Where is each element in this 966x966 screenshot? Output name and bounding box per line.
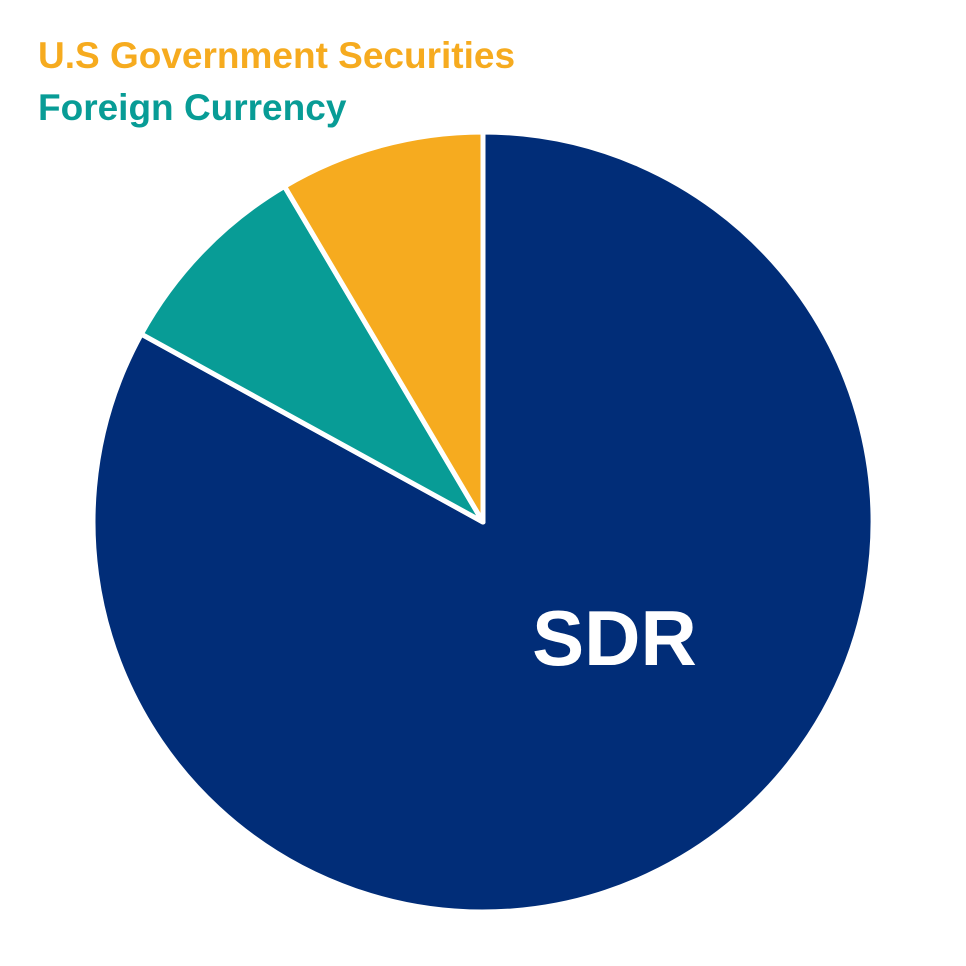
chart-legend: U.S Government Securities Foreign Curren… xyxy=(38,30,515,134)
legend-item-us-government-securities: U.S Government Securities xyxy=(38,35,516,76)
pie-slice-u-s-government-securities xyxy=(281,129,486,525)
slice-label-sdr: SDR xyxy=(532,594,697,682)
pie-slice-sdr xyxy=(90,129,876,915)
pie-slice-foreign-currency xyxy=(138,183,486,525)
legend-item-foreign-currency: Foreign Currency xyxy=(38,87,347,128)
